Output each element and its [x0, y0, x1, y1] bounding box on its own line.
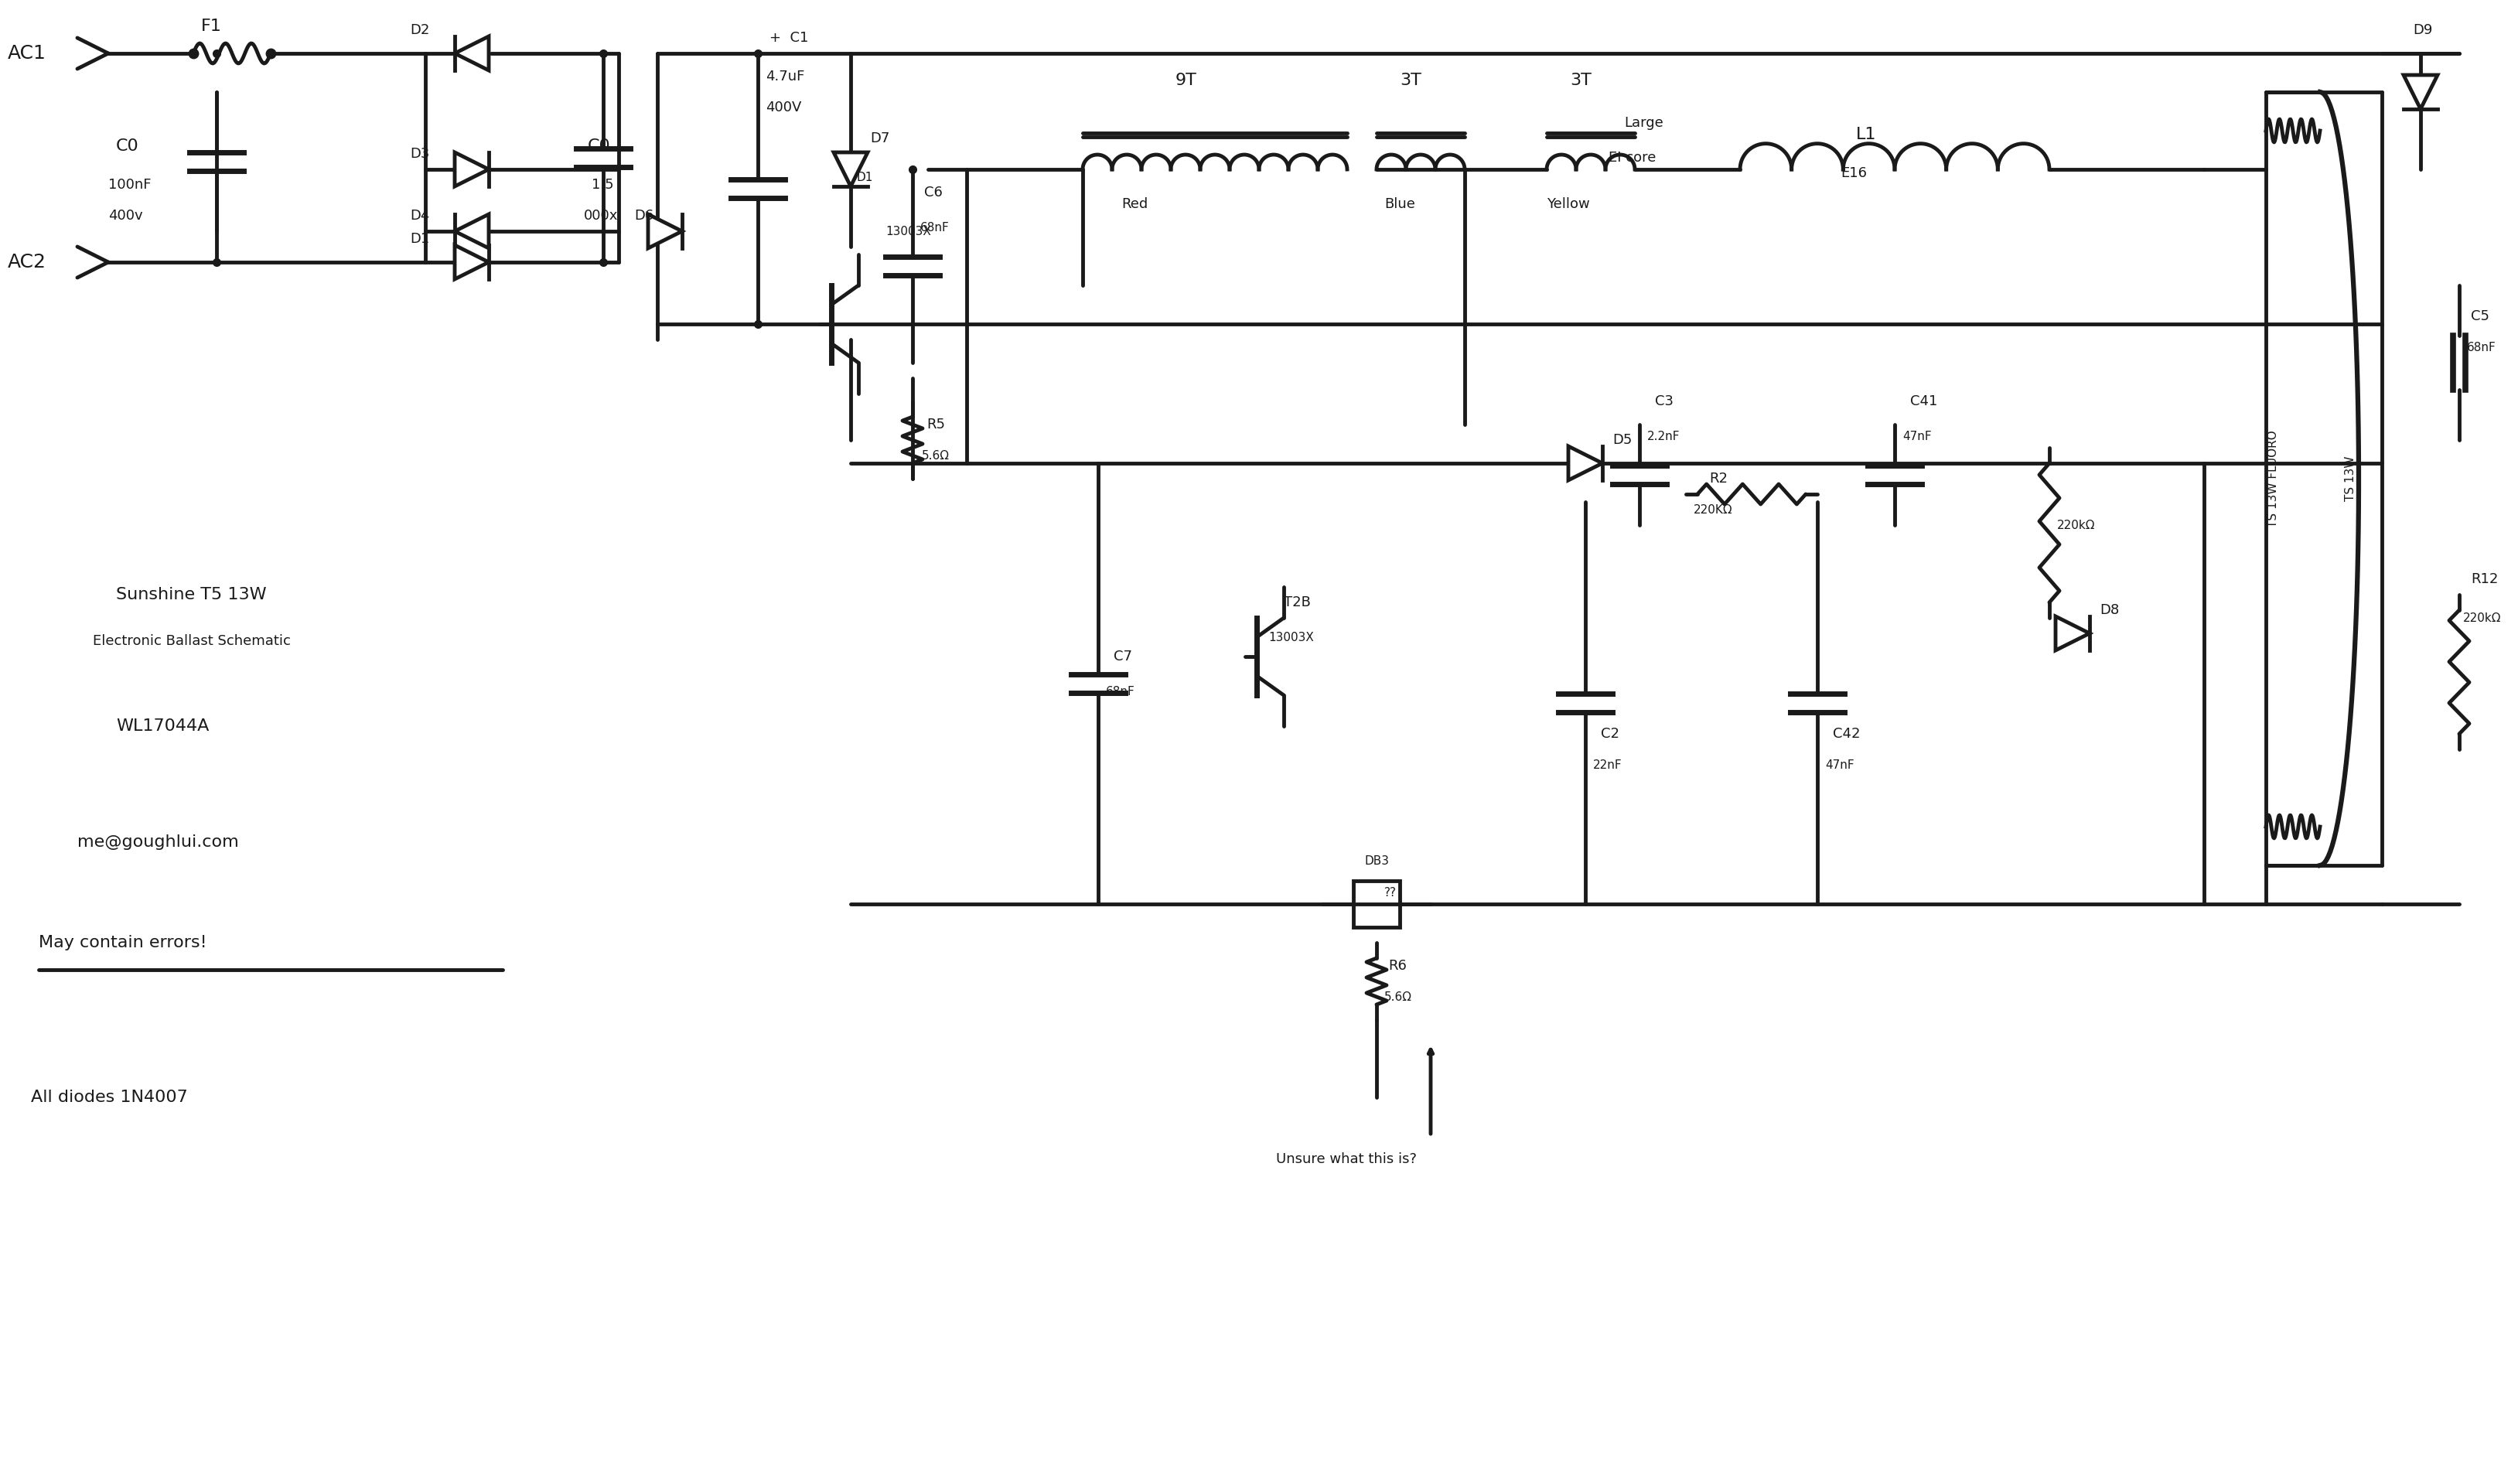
Text: 5.6Ω: 5.6Ω: [922, 450, 949, 462]
Text: Yellow: Yellow: [1546, 197, 1589, 211]
Text: R12: R12: [2470, 573, 2498, 586]
Text: +  C1: + C1: [771, 31, 808, 45]
Text: C42: C42: [1833, 727, 1861, 741]
Text: 22nF: 22nF: [1594, 758, 1622, 770]
Text: D1: D1: [856, 171, 874, 183]
Text: D7: D7: [871, 132, 889, 145]
Text: me@goughlui.com: me@goughlui.com: [78, 834, 239, 850]
Text: Red: Red: [1121, 197, 1148, 211]
Text: 1.5: 1.5: [592, 178, 614, 191]
Text: 4.7uF: 4.7uF: [765, 70, 806, 83]
Polygon shape: [2055, 616, 2090, 650]
Text: F1: F1: [201, 19, 222, 34]
Text: D9: D9: [2412, 24, 2432, 37]
Text: Large: Large: [1624, 116, 1664, 131]
Text: 220kΩ: 220kΩ: [2463, 611, 2500, 623]
Text: D6: D6: [635, 209, 655, 223]
Text: 68nF: 68nF: [1105, 686, 1136, 697]
Polygon shape: [1569, 447, 1601, 481]
Polygon shape: [647, 214, 682, 248]
Text: 400V: 400V: [765, 101, 801, 114]
Text: 47nF: 47nF: [1826, 758, 1853, 770]
Text: D3: D3: [410, 147, 431, 160]
Text: C0: C0: [587, 138, 612, 154]
Text: 68nF: 68nF: [2468, 341, 2495, 353]
Text: 2.2nF: 2.2nF: [1647, 430, 1680, 442]
Text: E16: E16: [1841, 166, 1866, 180]
Text: Electronic Ballast Schematic: Electronic Ballast Schematic: [93, 634, 290, 649]
Text: Blue: Blue: [1385, 197, 1415, 211]
Text: 220kΩ: 220kΩ: [2057, 519, 2095, 531]
Text: AC2: AC2: [8, 252, 45, 272]
Polygon shape: [456, 153, 488, 187]
Text: D2: D2: [410, 24, 431, 37]
Text: D4: D4: [410, 209, 431, 223]
Text: 9T: 9T: [1176, 73, 1196, 88]
Text: 5.6Ω: 5.6Ω: [1385, 991, 1413, 1003]
Text: D8: D8: [2100, 603, 2120, 617]
Text: R5: R5: [927, 417, 944, 432]
Text: May contain errors!: May contain errors!: [38, 935, 206, 950]
Text: TS 13W: TS 13W: [2344, 456, 2357, 502]
Text: C3: C3: [1654, 395, 1674, 408]
Polygon shape: [833, 153, 869, 187]
Text: 13003X: 13003X: [1269, 631, 1314, 643]
Text: C41: C41: [1911, 395, 1936, 408]
Text: 3T: 3T: [1400, 73, 1420, 88]
Bar: [1352, 881, 1400, 928]
Text: EI core: EI core: [1609, 151, 1657, 165]
Polygon shape: [456, 245, 488, 279]
Text: R6: R6: [1387, 959, 1408, 974]
Text: C0: C0: [116, 138, 138, 154]
Text: 13003X: 13003X: [886, 226, 932, 237]
Text: All diodes 1N4007: All diodes 1N4007: [30, 1089, 189, 1106]
Text: 220KΩ: 220KΩ: [1695, 503, 1732, 515]
Text: D1: D1: [410, 232, 431, 246]
Polygon shape: [456, 214, 488, 248]
Text: C2: C2: [1601, 727, 1619, 741]
Text: Sunshine T5 13W: Sunshine T5 13W: [116, 588, 267, 603]
Text: 47nF: 47nF: [1904, 430, 1931, 442]
Text: C6: C6: [924, 186, 942, 199]
Text: 400v: 400v: [108, 209, 144, 223]
Text: ??: ??: [1385, 886, 1397, 898]
Text: T2B: T2B: [1284, 595, 1312, 610]
Polygon shape: [456, 36, 488, 70]
Text: 000x: 000x: [584, 209, 619, 223]
Text: AC1: AC1: [8, 45, 45, 62]
Polygon shape: [2405, 76, 2437, 108]
Text: Unsure what this is?: Unsure what this is?: [1277, 1152, 1418, 1166]
Text: WL17044A: WL17044A: [116, 718, 209, 735]
Text: C7: C7: [1113, 650, 1133, 663]
Text: TS 13W FLUORO: TS 13W FLUORO: [2269, 430, 2279, 527]
Text: R2: R2: [1710, 472, 1727, 485]
Text: 3T: 3T: [1569, 73, 1591, 88]
Text: D5: D5: [1612, 433, 1632, 447]
Text: 100nF: 100nF: [108, 178, 151, 191]
Text: L1: L1: [1856, 126, 1876, 142]
Text: 68nF: 68nF: [919, 221, 949, 233]
Text: DB3: DB3: [1365, 856, 1390, 867]
Text: C5: C5: [2470, 309, 2490, 324]
